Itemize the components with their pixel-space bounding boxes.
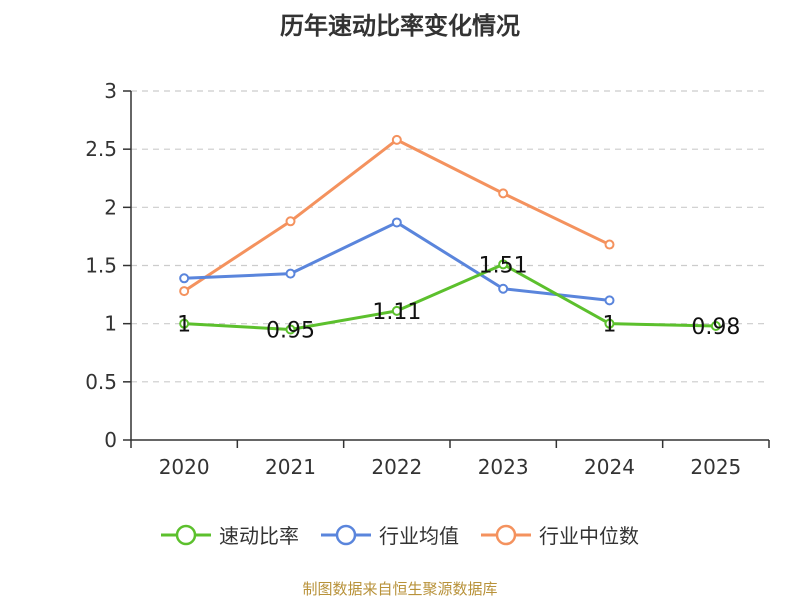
- legend-label: 速动比率: [219, 524, 299, 548]
- legend: 速动比率 行业均值 行业中位数: [0, 520, 800, 549]
- data-label: 1.11: [372, 300, 421, 325]
- data-label: 1.51: [479, 253, 528, 278]
- data-point[interactable]: [604, 239, 615, 250]
- data-point[interactable]: [498, 188, 509, 199]
- series-line-行业中位数: [183, 138, 611, 293]
- data-point[interactable]: [285, 268, 296, 279]
- y-tick-label: 1.5: [85, 254, 117, 278]
- x-tick-label: 2022: [371, 455, 422, 479]
- data-source-note: 制图数据来自恒生聚源数据库: [302, 580, 498, 598]
- data-point[interactable]: [604, 318, 615, 329]
- x-tick-label: 2020: [159, 455, 210, 479]
- data-point[interactable]: [604, 295, 615, 306]
- legend-item[interactable]: 速动比率: [161, 520, 299, 549]
- legend-label: 行业中位数: [539, 524, 639, 548]
- data-point[interactable]: [179, 273, 190, 284]
- data-point[interactable]: [179, 318, 190, 329]
- y-tick-label: 0: [104, 428, 117, 452]
- chart-title: 历年速动比率变化情况: [280, 12, 520, 40]
- series-line-速动比率: [184, 262, 716, 331]
- y-tick-label: 2: [104, 195, 117, 219]
- y-tick-label: 3: [104, 79, 117, 103]
- x-tick-label: 2025: [690, 455, 741, 479]
- data-point[interactable]: [285, 216, 296, 227]
- data-point[interactable]: [498, 259, 509, 270]
- x-tick-label: 2021: [265, 455, 316, 479]
- legend-item[interactable]: 行业中位数: [481, 520, 639, 549]
- data-point[interactable]: [391, 134, 402, 145]
- legend-item[interactable]: 行业均值: [321, 520, 459, 549]
- y-tick-label: 2.5: [85, 137, 117, 161]
- data-label: 0.98: [691, 315, 740, 340]
- data-point[interactable]: [498, 283, 509, 294]
- data-point[interactable]: [710, 320, 721, 331]
- x-tick-label: 2024: [584, 455, 635, 479]
- data-point[interactable]: [391, 217, 402, 228]
- legend-line-marker-icon: [481, 524, 531, 545]
- legend-line-marker-icon: [161, 524, 211, 545]
- legend-label: 行业均值: [379, 524, 459, 548]
- legend-line-marker-icon: [321, 524, 371, 545]
- data-point[interactable]: [179, 286, 190, 297]
- data-point[interactable]: [285, 324, 296, 335]
- data-label: 1: [603, 313, 617, 338]
- data-label: 0.95: [266, 318, 315, 343]
- x-tick-label: 2023: [478, 455, 529, 479]
- data-label: 1: [177, 313, 191, 338]
- y-tick-label: 0.5: [85, 370, 117, 394]
- data-point[interactable]: [391, 305, 402, 316]
- y-tick-label: 1: [104, 312, 117, 336]
